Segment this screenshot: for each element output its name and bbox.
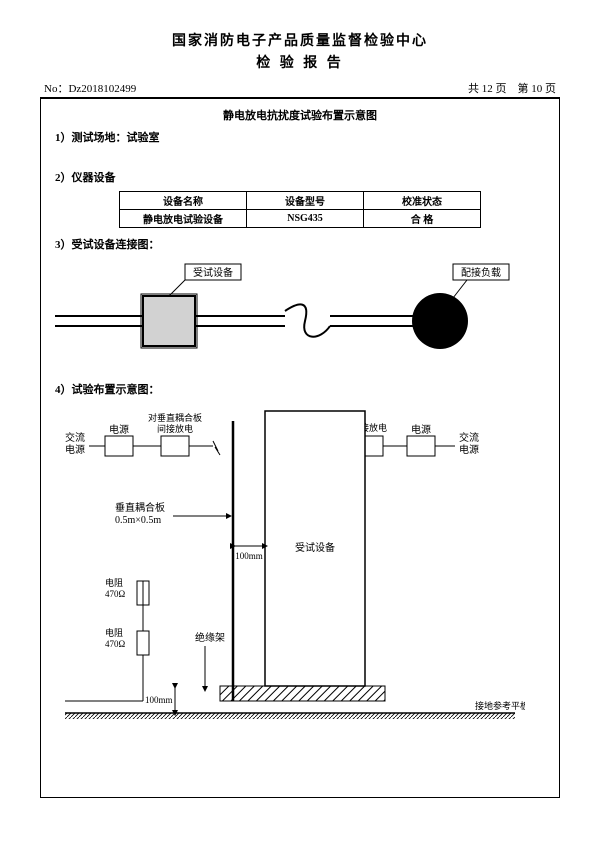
insulator-label: 绝缘架	[195, 631, 225, 644]
vcp-label-2: 0.5m×0.5m	[115, 515, 161, 526]
ac-right-2: 电源	[459, 443, 479, 456]
org-title: 国家消防电子产品质量监督检验中心	[40, 30, 560, 50]
section-3: 3）受试设备连接图：	[55, 236, 545, 252]
ground-label: 接地参考平板	[475, 700, 525, 711]
td-name: 静电放电试验设备	[120, 210, 247, 228]
res1-1: 电阻	[105, 577, 123, 588]
eut-box-label: 受试设备	[295, 541, 335, 554]
equipment-table: 设备名称 设备型号 校准状态 静电放电试验设备 NSG435 合 格	[119, 191, 481, 228]
psu-right: 电源	[411, 423, 431, 436]
vcp-disch-2: 间接放电	[157, 423, 193, 434]
ac-right-1: 交流	[459, 431, 479, 444]
th-name: 设备名称	[120, 192, 247, 210]
doc-no-label: No：	[44, 83, 68, 95]
connection-diagram: 受试设备 配接负载	[55, 256, 545, 369]
th-model: 设备型号	[247, 192, 364, 210]
section-2: 2）仪器设备	[55, 169, 545, 185]
res2-2: 470Ω	[105, 639, 126, 649]
doc-no-value: Dz2018102499	[68, 83, 136, 95]
section-4: 4）试验布置示意图：	[55, 381, 545, 397]
dist-100v: 100mm	[145, 695, 173, 705]
eut-label: 受试设备	[193, 266, 233, 279]
dist-100h: 100mm	[235, 551, 263, 561]
content-frame: 静电放电抗扰度试验布置示意图 1）测试场地：试验室 2）仪器设备 设备名称 设备…	[40, 98, 560, 798]
doc-no: No：Dz2018102499	[44, 80, 136, 96]
vcp-disch-1: 对垂直耦合板	[148, 412, 202, 423]
layout-diagram: 交流 电源 电源 对垂直耦合板 间接放电 直接放电	[55, 401, 545, 754]
th-status: 校准状态	[364, 192, 481, 210]
table-row: 静电放电试验设备 NSG435 合 格	[120, 210, 481, 228]
td-model: NSG435	[247, 210, 364, 228]
figure-title: 静电放电抗扰度试验布置示意图	[55, 107, 545, 123]
meta-row: No：Dz2018102499 共 12 页 第 10 页	[40, 80, 560, 98]
report-title: 检 验 报 告	[40, 52, 560, 72]
vcp-label-1: 垂直耦合板	[115, 501, 165, 514]
load-label: 配接负载	[461, 266, 501, 279]
psu-left: 电源	[109, 423, 129, 436]
res2-1: 电阻	[105, 627, 123, 638]
ac-left-1: 交流	[65, 431, 85, 444]
section-1: 1）测试场地：试验室	[55, 129, 545, 145]
ac-left-2: 电源	[65, 443, 85, 456]
res1-2: 470Ω	[105, 589, 126, 599]
td-status: 合 格	[364, 210, 481, 228]
page-info: 共 12 页 第 10 页	[468, 80, 556, 96]
table-row: 设备名称 设备型号 校准状态	[120, 192, 481, 210]
